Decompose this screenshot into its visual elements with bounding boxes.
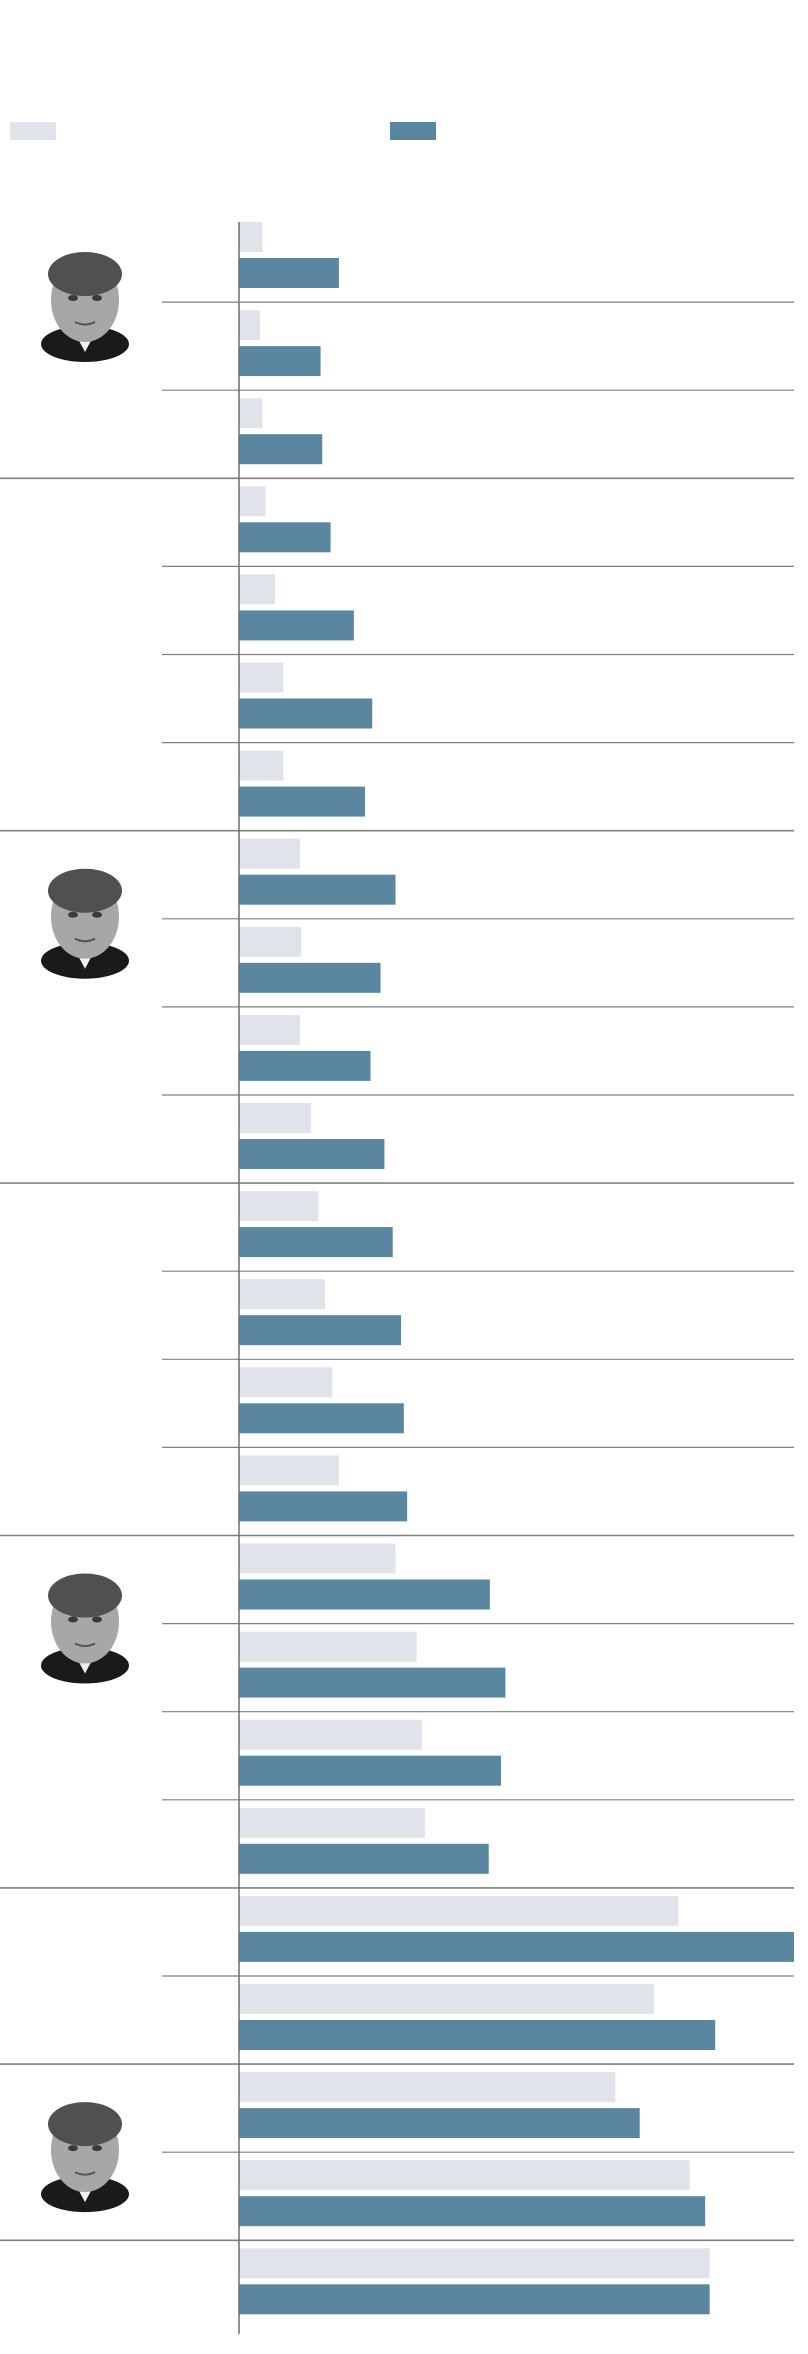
dark-bar-7 xyxy=(239,786,365,817)
dark-bar-20 xyxy=(239,1931,794,1962)
portrait-eye-left xyxy=(68,911,78,918)
light-bar-17 xyxy=(239,1631,417,1662)
light-bar-19 xyxy=(239,1807,425,1838)
portrait-eye-right xyxy=(92,911,102,918)
portraits xyxy=(41,252,129,2213)
portrait-eye-left xyxy=(68,295,78,301)
portrait-eye-left xyxy=(68,1616,78,1623)
light-bar-15 xyxy=(239,1455,339,1486)
dark-bar-14 xyxy=(239,1403,404,1434)
dark-bar-10 xyxy=(239,1050,371,1081)
dark-bar-24 xyxy=(239,2284,710,2315)
legend-swatch-1 xyxy=(10,122,56,140)
portrait-hair xyxy=(48,1573,122,1618)
portrait-eye-right xyxy=(92,1616,102,1623)
light-bar-3 xyxy=(239,398,263,429)
dark-bar-6 xyxy=(239,698,373,729)
light-bar-21 xyxy=(239,1984,655,2014)
light-bar-7 xyxy=(239,750,284,781)
light-bar-4 xyxy=(239,486,266,517)
light-bar-24 xyxy=(239,2248,710,2279)
president-portrait-2-icon xyxy=(41,868,129,979)
dark-bar-11 xyxy=(239,1139,385,1169)
light-bar-11 xyxy=(239,1103,312,1133)
president-portrait-4-icon xyxy=(41,2102,129,2213)
light-bar-8 xyxy=(239,838,301,869)
dark-bar-13 xyxy=(239,1315,402,1346)
light-bar-18 xyxy=(239,1719,423,1750)
portrait-mouth xyxy=(74,2171,96,2176)
portrait-eye-right xyxy=(92,2145,102,2152)
dark-bar-3 xyxy=(239,434,323,465)
president-portrait-3-icon xyxy=(41,1573,129,1684)
portrait-mouth xyxy=(74,937,96,943)
dark-bar-9 xyxy=(239,962,381,993)
portrait-hair xyxy=(48,868,122,913)
light-bar-13 xyxy=(239,1279,326,1310)
light-bar-23 xyxy=(239,2160,690,2191)
dark-bar-19 xyxy=(239,1843,489,1874)
president-portrait-1-icon xyxy=(41,252,129,362)
dark-bar-5 xyxy=(239,610,354,641)
legend-swatch-2 xyxy=(390,122,436,140)
portrait-eye-right xyxy=(92,295,102,301)
dark-bar-17 xyxy=(239,1667,506,1698)
light-bar-22 xyxy=(239,2072,616,2103)
light-bar-16 xyxy=(239,1543,396,1574)
light-bar-1 xyxy=(239,222,263,252)
light-bar-6 xyxy=(239,662,284,693)
light-bar-5 xyxy=(239,574,276,605)
portrait-mouth xyxy=(74,321,96,326)
legend xyxy=(10,122,436,140)
dark-bar-4 xyxy=(239,522,331,553)
portrait-eye-left xyxy=(68,2145,78,2152)
dark-bar-18 xyxy=(239,1755,501,1786)
dark-bar-1 xyxy=(239,258,339,288)
dark-bar-23 xyxy=(239,2196,706,2227)
dark-bar-22 xyxy=(239,2108,640,2139)
dark-bar-8 xyxy=(239,874,396,905)
light-bar-12 xyxy=(239,1191,319,1222)
portrait-hair xyxy=(48,252,122,296)
light-bar-2 xyxy=(239,310,261,341)
portrait-hair xyxy=(48,2102,122,2147)
dark-bar-12 xyxy=(239,1227,393,1258)
portrait-mouth xyxy=(74,1642,96,1647)
light-bar-14 xyxy=(239,1367,333,1398)
dark-bar-15 xyxy=(239,1491,408,1522)
row-dividers xyxy=(0,301,794,2242)
light-bar-9 xyxy=(239,926,302,957)
dark-bar-21 xyxy=(239,2020,716,2050)
light-bar-10 xyxy=(239,1014,301,1045)
dark-bar-16 xyxy=(239,1579,490,1610)
bar-marks xyxy=(239,222,794,2315)
dark-bar-2 xyxy=(239,346,321,377)
light-bar-20 xyxy=(239,1895,679,1926)
